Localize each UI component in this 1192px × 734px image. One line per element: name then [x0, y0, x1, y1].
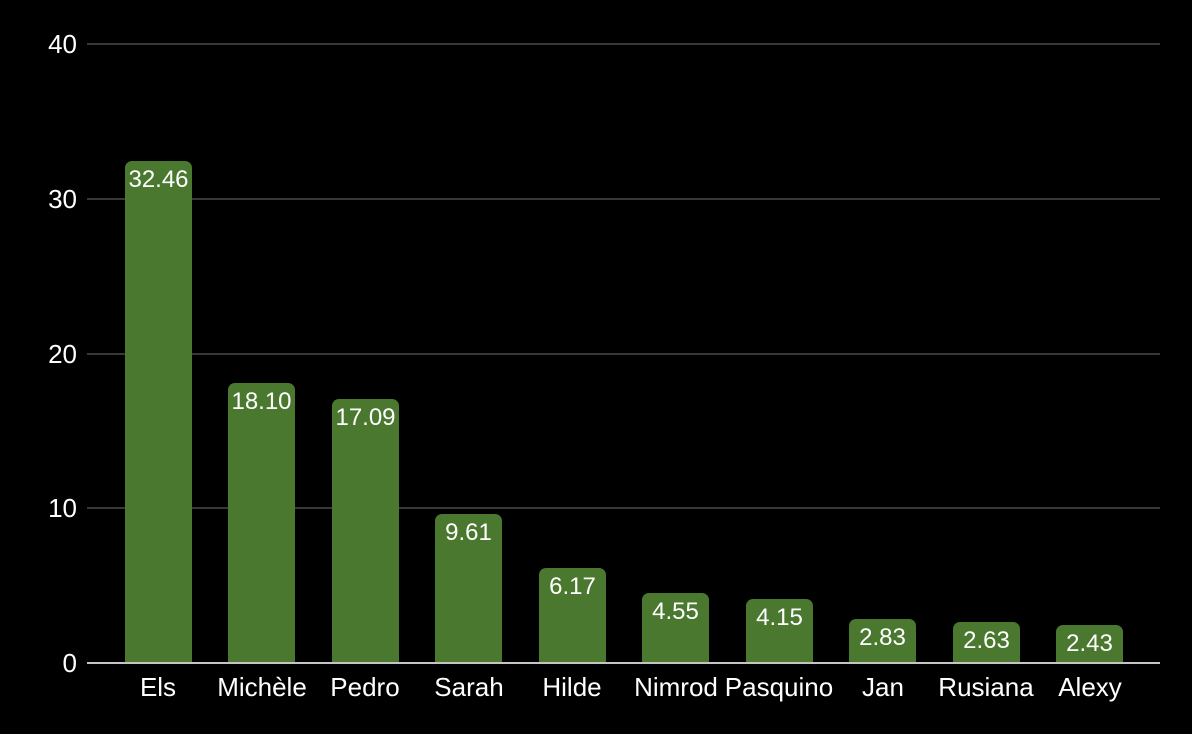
bar-value-label: 6.17 — [549, 573, 596, 600]
bar-value-label: 4.15 — [756, 604, 803, 631]
y-tick-label: 0 — [62, 648, 77, 678]
bar-value-label: 17.09 — [335, 404, 396, 431]
x-axis-label: Hilde — [542, 672, 602, 702]
bar-value-label: 9.61 — [445, 519, 492, 546]
y-tick-label: 30 — [48, 184, 77, 214]
x-axis-label: Pasquino — [724, 672, 834, 702]
bar: 6.17 — [539, 568, 606, 663]
bar-value-label: 2.43 — [1066, 630, 1113, 657]
x-axis-baseline — [87, 662, 1160, 664]
bar: 2.83 — [849, 619, 916, 663]
gridline — [87, 198, 1160, 200]
x-axis-label: Jan — [862, 672, 904, 702]
bar: 32.46 — [125, 161, 192, 663]
x-axis-label: Pedro — [330, 672, 400, 702]
bar-value-label: 2.83 — [859, 624, 906, 651]
bar-value-label: 2.63 — [963, 627, 1010, 654]
gridline — [87, 43, 1160, 45]
bar: 2.63 — [953, 622, 1020, 663]
bar: 4.15 — [746, 599, 813, 663]
bar-value-label: 32.46 — [128, 166, 189, 193]
bar-value-label: 18.10 — [231, 388, 292, 415]
x-axis-label: Nimrod — [634, 672, 718, 702]
x-axis-label: Sarah — [434, 672, 504, 702]
x-axis-label: Els — [139, 672, 177, 702]
x-axis-label: Rusiana — [938, 672, 1034, 702]
bar-value-label: 4.55 — [652, 598, 699, 625]
x-axis-label: Michèle — [217, 672, 307, 702]
gridline — [87, 353, 1160, 355]
y-tick-label: 10 — [48, 493, 77, 523]
bar: 18.10 — [228, 383, 295, 663]
bar: 2.43 — [1056, 625, 1123, 663]
y-tick-label: 40 — [48, 29, 77, 59]
y-tick-label: 20 — [48, 339, 77, 369]
bar: 17.09 — [332, 399, 399, 663]
x-axis-label: Alexy — [1058, 672, 1122, 702]
bar: 9.61 — [435, 514, 502, 663]
bar: 4.55 — [642, 593, 709, 663]
gridline — [87, 507, 1160, 509]
